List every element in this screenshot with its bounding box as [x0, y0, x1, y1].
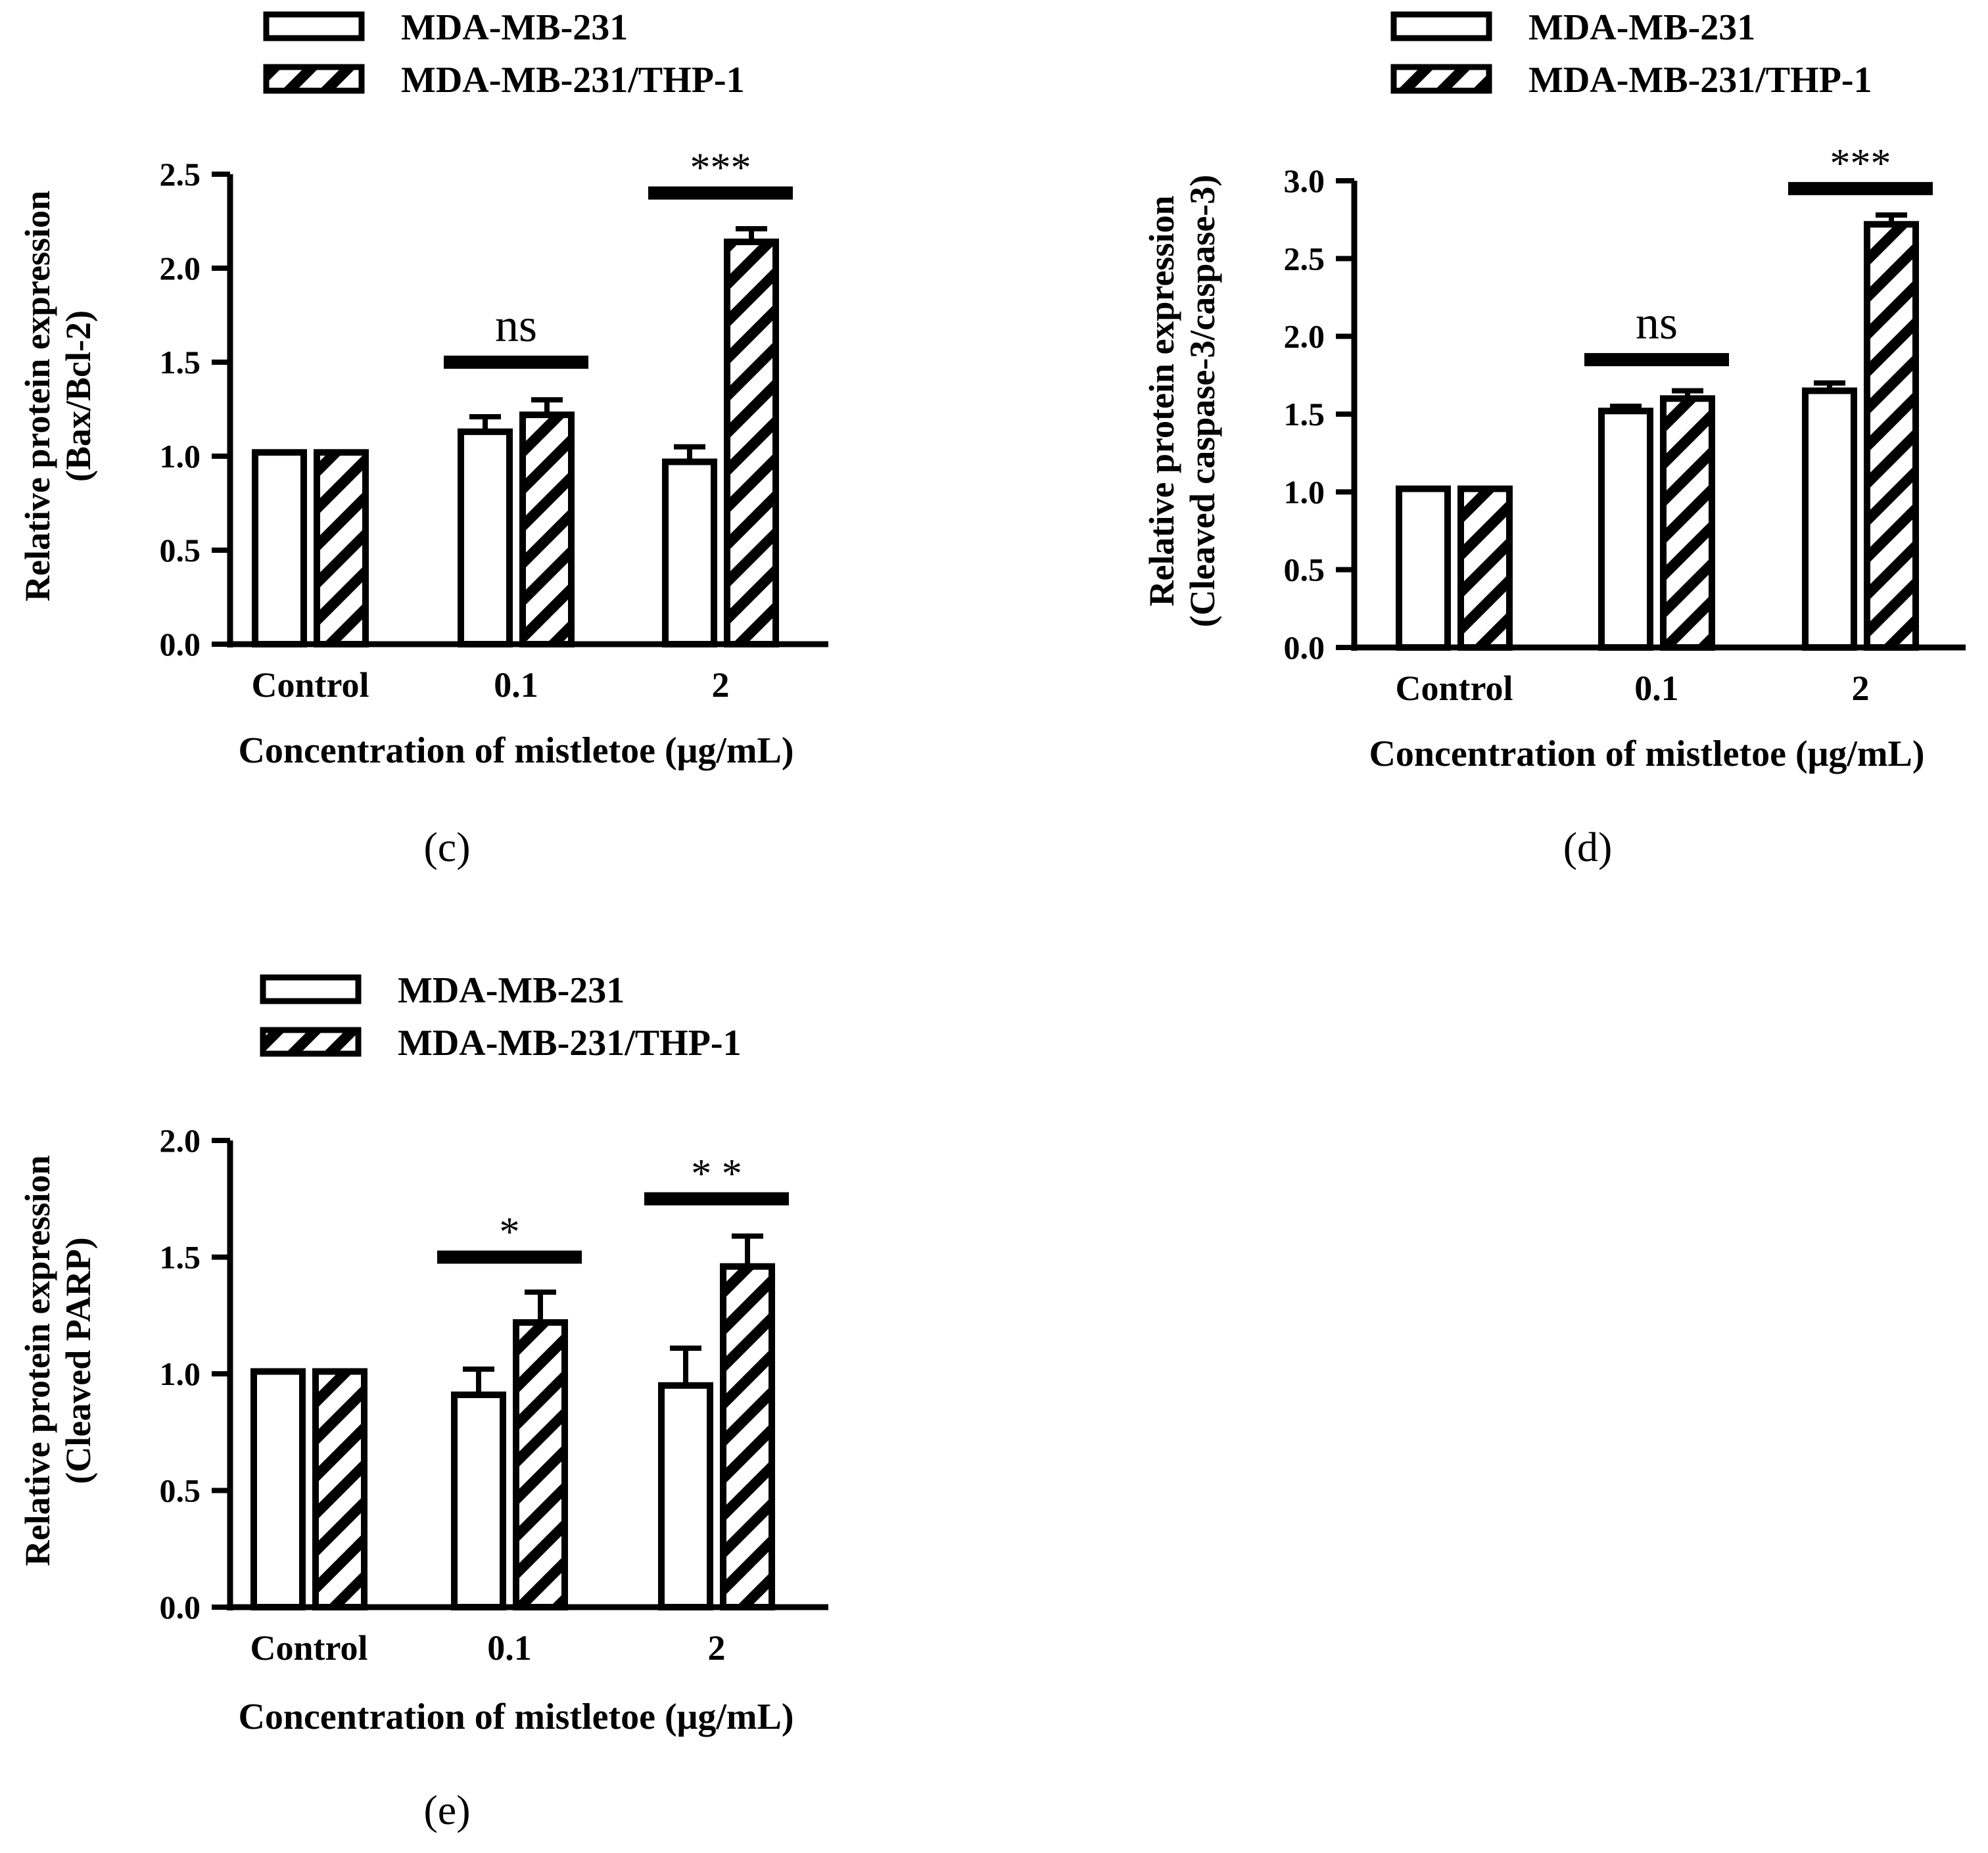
y-axis-label: Relative protein expression(Bax/Bcl-2)	[18, 191, 98, 601]
legend: MDA-MB-231 MDA-MB-231/THP-1	[1390, 7, 1872, 101]
bar	[252, 449, 307, 648]
panel-label: (d)	[1563, 824, 1613, 870]
x-tick-label: 0.1	[494, 665, 538, 705]
y-tick-label: 1.5	[160, 1239, 201, 1276]
x-tick-label: 2	[1852, 668, 1870, 708]
legend-swatch	[263, 64, 365, 94]
chart-panel-2: MDA-MB-231 MDA-MB-231/THP-1 0.0 0.5 1.0 1.5 2.…	[1142, 7, 1966, 870]
y-tick-label: 2.0	[160, 250, 201, 287]
legend-swatch	[260, 1027, 362, 1057]
bar	[720, 1263, 775, 1610]
y-tick-label: 2.0	[160, 1122, 201, 1159]
legend-entry: MDA-MB-231	[1528, 7, 1755, 48]
x-axis-label: Concentration of mistletoe (μg/mL)	[238, 1697, 793, 1737]
panel-label: (e)	[423, 1787, 470, 1833]
bar	[658, 1382, 713, 1610]
legend-entry: MDA-MB-231/THP-1	[1528, 60, 1872, 101]
significance-label: ns	[495, 299, 537, 352]
y-tick-label: 0.5	[1284, 551, 1325, 588]
bar	[724, 238, 779, 647]
y-tick-label: 2.5	[160, 156, 201, 193]
y-tick-label: 2.5	[1284, 240, 1325, 277]
legend-swatch	[1390, 64, 1492, 94]
x-tick-label: 0.1	[487, 1628, 532, 1668]
legend-entry: MDA-MB-231/THP-1	[401, 60, 745, 101]
y-tick-label: 0.0	[1284, 629, 1325, 666]
x-tick-label: Control	[251, 665, 369, 705]
bar	[1864, 221, 1919, 651]
x-tick-label: 2	[708, 1628, 726, 1668]
significance-label: *	[500, 1210, 520, 1255]
y-axis-label-line: (Cleaved PARP)	[59, 1237, 98, 1484]
y-axis-label: Relative protein expression(Cleaved PARP…	[18, 1156, 98, 1566]
legend-swatch	[1390, 11, 1492, 41]
y-axis-label-line: Relative protein expression	[18, 1156, 57, 1566]
x-tick-label: Control	[1395, 668, 1513, 708]
y-tick-label: 0.5	[160, 532, 201, 569]
bar	[1396, 485, 1451, 651]
panel-label: (c)	[423, 824, 470, 870]
legend-entry: MDA-MB-231	[401, 7, 628, 48]
y-axis-label-line: (Cleaved caspase-3/caspase-3)	[1183, 175, 1222, 627]
x-tick-label: 0.1	[1634, 668, 1679, 708]
legend-swatch	[260, 974, 362, 1004]
significance-label: ***	[690, 146, 751, 191]
y-tick-label: 1.5	[160, 344, 201, 381]
legend: MDA-MB-231 MDA-MB-231/THP-1	[263, 7, 745, 101]
bar	[451, 1391, 506, 1610]
bar	[458, 428, 513, 647]
significance-label: ns	[1636, 296, 1678, 349]
y-tick-label: 1.5	[1284, 396, 1325, 433]
legend-entry: MDA-MB-231	[398, 970, 625, 1011]
bar	[314, 449, 369, 648]
bar	[662, 458, 717, 648]
x-axis-label: Concentration of mistletoe (μg/mL)	[238, 730, 793, 771]
y-axis-label: Relative protein expression(Cleaved casp…	[1142, 175, 1222, 627]
y-tick-label: 1.0	[160, 438, 201, 475]
chart-panel-1: MDA-MB-231 MDA-MB-231/THP-1 0.0 0.5 1.0 1.5 2.…	[18, 7, 828, 870]
y-tick-label: 1.0	[160, 1355, 201, 1392]
x-axis-label: Concentration of mistletoe (μg/mL)	[1369, 734, 1924, 774]
chart-panel-3: MDA-MB-231 MDA-MB-231/THP-1 0.0 0.5 1.0 1.5 2.…	[18, 970, 828, 1833]
legend-entry: MDA-MB-231/THP-1	[398, 1023, 742, 1064]
bar	[1598, 408, 1653, 651]
legend: MDA-MB-231 MDA-MB-231/THP-1	[260, 970, 742, 1064]
y-tick-label: 0.0	[160, 1589, 201, 1626]
y-tick-label: 0.5	[160, 1472, 201, 1509]
bar	[1802, 387, 1857, 651]
y-axis-label-line: Relative protein expression	[1142, 196, 1181, 607]
x-tick-label: 2	[712, 665, 730, 705]
y-axis-label-line: Relative protein expression	[18, 191, 57, 601]
significance-label: * *	[691, 1152, 742, 1196]
bar	[513, 1319, 568, 1611]
bar	[1457, 485, 1513, 651]
bar	[1660, 395, 1715, 651]
significance-label: ***	[1830, 141, 1891, 186]
y-tick-label: 2.0	[1284, 318, 1325, 355]
y-axis-label-line: (Bax/Bcl-2)	[59, 310, 98, 482]
bar	[519, 411, 575, 648]
y-tick-label: 3.0	[1284, 162, 1325, 199]
y-tick-label: 0.0	[160, 626, 201, 663]
bar	[312, 1368, 367, 1610]
x-tick-label: Control	[250, 1628, 367, 1668]
legend-swatch	[263, 11, 365, 41]
bar	[250, 1368, 306, 1610]
y-tick-label: 1.0	[1284, 473, 1325, 510]
